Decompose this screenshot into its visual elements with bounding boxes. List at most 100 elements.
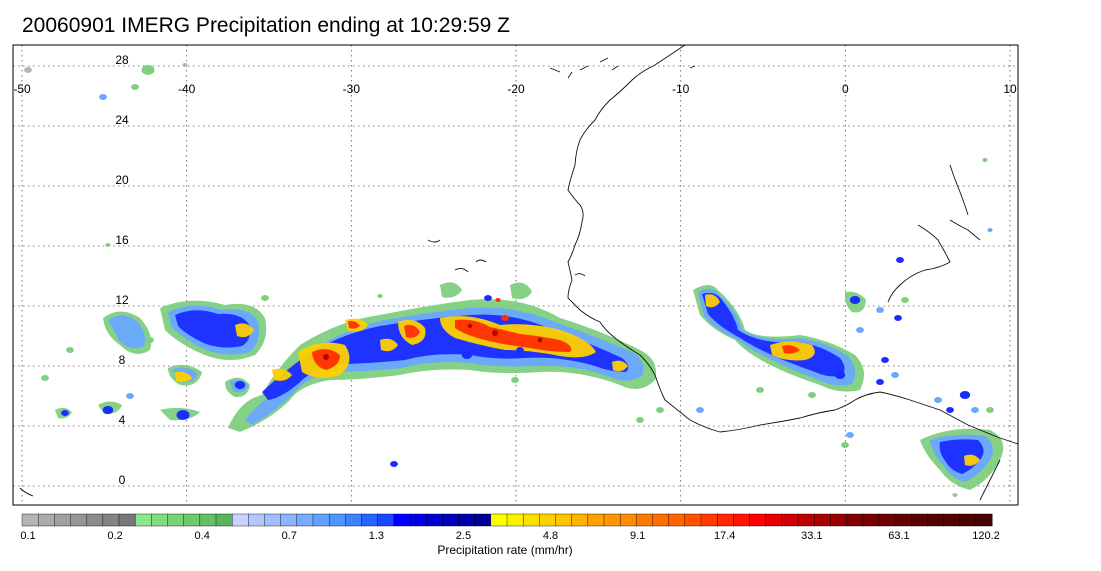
lon-tick-label: -20 xyxy=(507,82,525,96)
colorbar-swatch xyxy=(361,513,379,527)
precip-cell xyxy=(495,298,501,302)
colorbar-swatch xyxy=(587,513,605,527)
lat-tick-label: 20 xyxy=(115,173,129,187)
colorbar-swatch xyxy=(458,513,476,527)
colorbar-swatch xyxy=(684,513,702,527)
colorbar-swatch xyxy=(183,513,201,527)
colorbar-swatch xyxy=(862,513,880,527)
colorbar-swatch xyxy=(490,513,508,527)
colorbar-swatch xyxy=(765,513,783,527)
precip-cell xyxy=(516,347,524,353)
precip-cell xyxy=(959,391,971,399)
precip-cell xyxy=(377,294,383,298)
latitude-labels: 0 4 8 12 16 20 24 28 xyxy=(115,53,129,487)
colorbar-swatch xyxy=(927,513,944,527)
map-frame xyxy=(12,44,1019,506)
map-gridlines xyxy=(13,45,1018,505)
colorbar-title: Precipitation rate (mm/hr) xyxy=(437,543,573,557)
precip-cell xyxy=(876,379,884,385)
colorbar-swatch xyxy=(943,513,961,527)
colorbar-swatch xyxy=(733,513,750,527)
precip-cell xyxy=(141,65,155,75)
colorbar-swatch xyxy=(603,513,621,527)
colorbar-swatch xyxy=(328,513,346,527)
precip-cell xyxy=(126,393,134,399)
coastline xyxy=(19,45,1018,501)
colorbar-swatch xyxy=(975,513,993,527)
colorbar-tick-label: 4.8 xyxy=(542,530,559,542)
precip-cell xyxy=(846,432,854,438)
colorbar-swatch xyxy=(619,513,637,527)
colorbar-swatch xyxy=(781,513,799,527)
colorbar-swatch xyxy=(555,513,573,527)
colorbar-swatch xyxy=(409,513,427,527)
colorbar-tick-label: 9.1 xyxy=(629,530,646,542)
lat-tick-label: 16 xyxy=(115,233,129,247)
precip-cell xyxy=(876,307,884,313)
colorbar-swatch xyxy=(539,513,556,527)
colorbar-swatch xyxy=(442,513,460,527)
colorbar-swatch xyxy=(70,513,88,527)
precip-cell xyxy=(24,67,32,73)
colorbar-swatch xyxy=(231,513,249,527)
lat-tick-label: 12 xyxy=(115,293,129,307)
colorbar-swatch xyxy=(425,513,443,527)
colorbar-swatch xyxy=(21,513,39,527)
colorbar-swatch xyxy=(296,513,314,527)
colorbar-swatch xyxy=(878,513,896,527)
precip-cell xyxy=(834,371,846,379)
precip-cell xyxy=(894,315,902,321)
precip-cell xyxy=(61,410,69,416)
colorbar-swatch xyxy=(377,513,395,527)
precip-cell xyxy=(987,228,993,232)
colorbar-swatch xyxy=(700,513,718,527)
precipitation-field xyxy=(24,63,1004,497)
colorbar-swatch xyxy=(264,513,282,527)
colorbar-swatch xyxy=(134,513,152,527)
precip-cell xyxy=(841,442,849,448)
lat-tick-label: 28 xyxy=(115,53,129,67)
colorbar-swatch xyxy=(506,513,524,527)
precip-cell xyxy=(946,407,954,413)
colorbar-swatch xyxy=(652,513,670,527)
colorbar-swatch xyxy=(571,513,589,527)
colorbar xyxy=(21,513,993,527)
colorbar-swatch xyxy=(894,513,912,527)
colorbar-swatch xyxy=(959,513,977,527)
precip-cell xyxy=(261,295,269,301)
colorbar-swatch xyxy=(199,513,217,527)
colorbar-swatch xyxy=(474,513,492,527)
precip-cell xyxy=(234,381,246,389)
lat-tick-label: 8 xyxy=(119,353,126,367)
precip-cell xyxy=(511,377,519,383)
precip-cell xyxy=(891,372,899,378)
colorbar-swatch xyxy=(797,513,815,527)
precip-cell xyxy=(484,295,492,301)
colorbar-swatch xyxy=(813,513,831,527)
precip-cell xyxy=(501,315,509,321)
colorbar-swatch xyxy=(312,513,330,527)
map-title: 20060901 IMERG Precipitation ending at 1… xyxy=(22,14,510,37)
precip-cell xyxy=(581,369,589,375)
colorbar-swatch xyxy=(846,513,864,527)
precip-cell xyxy=(105,243,111,247)
precip-cell xyxy=(896,257,904,263)
precip-cell xyxy=(390,461,398,467)
colorbar-tick-label: 17.4 xyxy=(714,530,736,542)
colorbar-tick-label: 33.1 xyxy=(801,530,823,542)
colorbar-swatch xyxy=(215,513,233,527)
colorbar-swatch xyxy=(118,513,136,527)
precip-cell xyxy=(66,347,74,353)
colorbar-swatch xyxy=(910,513,928,527)
colorbar-tick-label: 120.2 xyxy=(972,530,1000,542)
colorbar-swatch xyxy=(345,513,363,527)
precip-cell xyxy=(636,417,644,423)
precip-cell xyxy=(808,392,816,398)
precip-cell xyxy=(756,387,764,393)
precip-cell xyxy=(182,63,188,67)
precip-cell xyxy=(952,493,958,497)
lon-tick-label: -10 xyxy=(672,82,690,96)
precip-cell xyxy=(696,407,704,413)
colorbar-swatch xyxy=(830,513,847,527)
